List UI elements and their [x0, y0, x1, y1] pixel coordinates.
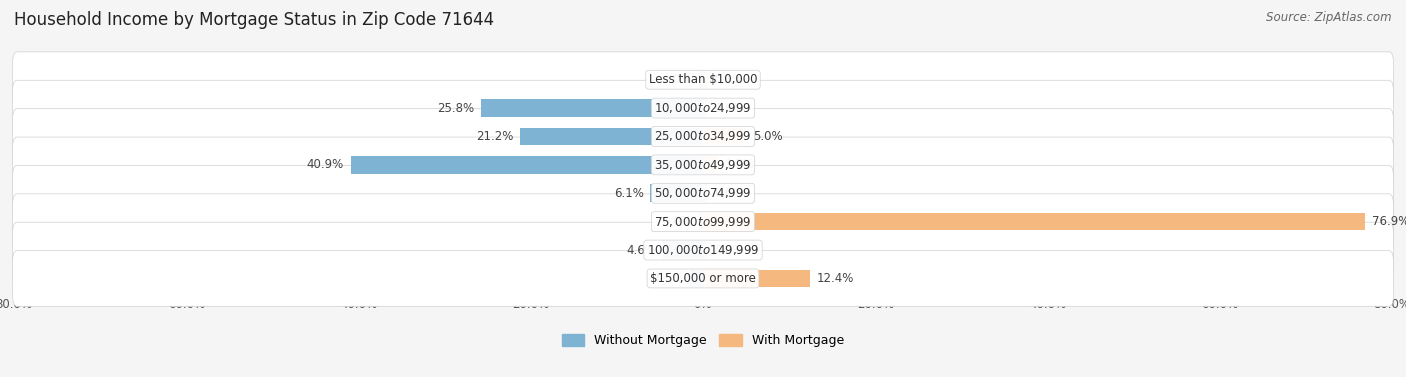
Text: $100,000 to $149,999: $100,000 to $149,999 — [647, 243, 759, 257]
Text: 0.0%: 0.0% — [714, 73, 744, 86]
Bar — [703, 241, 707, 259]
Text: 4.6%: 4.6% — [627, 244, 657, 257]
Bar — [703, 71, 707, 89]
Bar — [699, 213, 703, 230]
FancyBboxPatch shape — [13, 194, 1393, 250]
Bar — [651, 184, 703, 202]
Bar — [664, 241, 703, 259]
Text: 1.7%: 1.7% — [724, 158, 755, 172]
Bar — [703, 99, 707, 117]
Text: 0.0%: 0.0% — [714, 244, 744, 257]
FancyBboxPatch shape — [13, 137, 1393, 193]
Bar — [481, 99, 703, 117]
Bar — [520, 128, 703, 145]
FancyBboxPatch shape — [13, 222, 1393, 278]
Text: $150,000 or more: $150,000 or more — [650, 272, 756, 285]
FancyBboxPatch shape — [13, 166, 1393, 221]
Bar — [703, 128, 747, 145]
Bar — [703, 213, 1365, 230]
Text: $25,000 to $34,999: $25,000 to $34,999 — [654, 129, 752, 144]
Text: Household Income by Mortgage Status in Zip Code 71644: Household Income by Mortgage Status in Z… — [14, 11, 494, 29]
Text: 0.0%: 0.0% — [662, 73, 692, 86]
Bar — [703, 156, 717, 174]
Text: Source: ZipAtlas.com: Source: ZipAtlas.com — [1267, 11, 1392, 24]
Text: 40.9%: 40.9% — [307, 158, 344, 172]
Text: 0.0%: 0.0% — [662, 215, 692, 228]
FancyBboxPatch shape — [13, 109, 1393, 164]
Text: $75,000 to $99,999: $75,000 to $99,999 — [654, 215, 752, 229]
Bar — [699, 71, 703, 89]
FancyBboxPatch shape — [13, 52, 1393, 107]
Text: Less than $10,000: Less than $10,000 — [648, 73, 758, 86]
Legend: Without Mortgage, With Mortgage: Without Mortgage, With Mortgage — [557, 329, 849, 352]
Text: $35,000 to $49,999: $35,000 to $49,999 — [654, 158, 752, 172]
Text: 0.0%: 0.0% — [714, 187, 744, 200]
Text: 0.0%: 0.0% — [714, 101, 744, 115]
Text: $10,000 to $24,999: $10,000 to $24,999 — [654, 101, 752, 115]
Text: 12.4%: 12.4% — [817, 272, 853, 285]
Bar — [690, 270, 703, 287]
Text: 1.5%: 1.5% — [654, 272, 683, 285]
Text: 6.1%: 6.1% — [613, 187, 644, 200]
Bar — [703, 184, 707, 202]
Text: 21.2%: 21.2% — [477, 130, 513, 143]
FancyBboxPatch shape — [13, 80, 1393, 136]
Text: 25.8%: 25.8% — [437, 101, 474, 115]
Text: 76.9%: 76.9% — [1372, 215, 1406, 228]
FancyBboxPatch shape — [13, 251, 1393, 306]
Text: 5.0%: 5.0% — [754, 130, 783, 143]
Bar — [703, 270, 810, 287]
Bar — [350, 156, 703, 174]
Text: $50,000 to $74,999: $50,000 to $74,999 — [654, 186, 752, 200]
